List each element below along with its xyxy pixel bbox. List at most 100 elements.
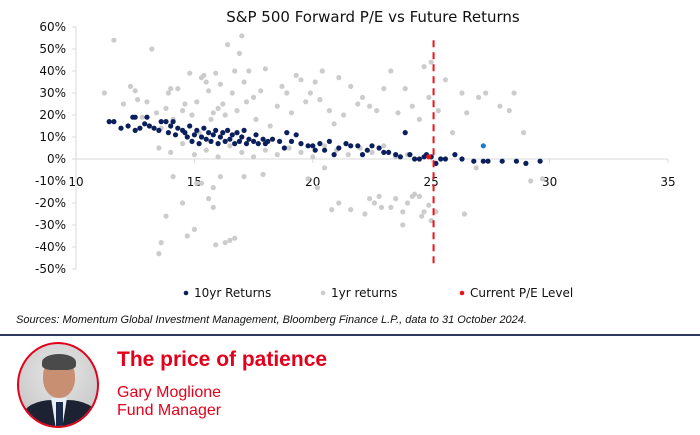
data-point-1yr xyxy=(217,174,223,180)
y-tick-label: 30% xyxy=(39,86,66,100)
data-point-1yr xyxy=(388,68,394,74)
data-point-1yr xyxy=(511,90,517,96)
y-tick-label: 20% xyxy=(39,108,66,122)
article-headline: The price of patience xyxy=(117,348,328,371)
data-point-10yr xyxy=(438,156,444,162)
legend-item: Current P/E Level xyxy=(459,286,573,300)
data-point-1yr xyxy=(210,110,216,116)
y-tick-label: -50% xyxy=(35,262,66,276)
data-point-1yr xyxy=(461,211,467,217)
data-point-1yr xyxy=(288,110,295,116)
data-point-1yr xyxy=(433,209,439,215)
data-point-1yr xyxy=(336,200,342,206)
data-point-10yr xyxy=(170,119,176,125)
data-point-10yr xyxy=(386,149,392,155)
data-point-1yr xyxy=(369,149,375,155)
data-point-1yr xyxy=(135,97,141,103)
data-point-1yr xyxy=(132,88,138,94)
data-point-1yr xyxy=(421,64,427,70)
data-point-1yr xyxy=(400,209,406,215)
data-point-1yr xyxy=(241,174,247,180)
data-point-1yr xyxy=(253,116,259,122)
data-point-10yr xyxy=(229,132,235,138)
data-point-1yr xyxy=(101,90,107,96)
data-point-10yr xyxy=(175,125,181,131)
data-point-10yr xyxy=(222,138,228,144)
data-point-1yr xyxy=(158,240,164,246)
data-point-1yr xyxy=(393,196,399,202)
data-point-1yr xyxy=(127,83,134,89)
y-tick-label: 0% xyxy=(47,152,66,166)
data-point-1yr xyxy=(305,176,311,182)
data-point-10yr xyxy=(132,127,138,133)
data-point-1yr xyxy=(168,149,174,155)
data-point-10yr xyxy=(125,123,131,129)
data-point-10yr xyxy=(336,145,342,151)
data-point-1yr xyxy=(236,50,242,57)
data-point-current-pe xyxy=(426,154,432,160)
data-point-1yr xyxy=(336,75,342,81)
footer-divider xyxy=(0,334,700,336)
data-point-1yr xyxy=(416,193,422,199)
data-point-1yr xyxy=(307,90,313,96)
data-point-10yr xyxy=(416,156,422,162)
data-point-10yr xyxy=(251,138,257,144)
author-role: Fund Manager xyxy=(117,402,222,419)
data-point-10yr xyxy=(312,147,318,153)
data-point-10yr xyxy=(326,138,332,144)
data-point-1yr xyxy=(189,112,195,118)
data-point-10yr xyxy=(442,156,448,162)
data-point-10yr xyxy=(239,134,245,140)
data-point-1yr xyxy=(348,83,354,89)
data-point-1yr xyxy=(227,143,233,149)
data-point-1yr xyxy=(381,143,387,149)
data-point-1yr xyxy=(175,86,181,92)
author-footer xyxy=(0,336,700,435)
author-name: Gary Moglione xyxy=(117,384,222,401)
data-point-1yr xyxy=(428,59,434,65)
data-point-10yr xyxy=(412,156,418,162)
data-point-1yr xyxy=(258,88,264,94)
data-point-1yr xyxy=(191,152,197,158)
data-point-1yr xyxy=(220,101,226,107)
data-point-1yr xyxy=(367,196,373,202)
data-point-1yr xyxy=(210,204,216,210)
data-point-10yr xyxy=(225,127,231,133)
data-point-1yr xyxy=(539,176,546,182)
data-point-10yr xyxy=(288,138,295,144)
data-point-10yr xyxy=(210,132,216,138)
data-point-1yr xyxy=(194,99,200,105)
data-point-1yr xyxy=(345,152,351,158)
data-point-1yr xyxy=(416,116,422,122)
y-tick-label: 50% xyxy=(39,42,66,56)
data-point-10yr xyxy=(284,130,290,136)
series-1yr-returns xyxy=(101,33,546,257)
data-point-10yr xyxy=(227,136,233,142)
data-point-10yr xyxy=(281,145,287,151)
data-point-10yr xyxy=(397,154,403,160)
data-point-1yr xyxy=(206,196,212,202)
data-point-1yr xyxy=(293,72,299,78)
data-point-10yr xyxy=(393,152,399,158)
data-point-10yr xyxy=(331,152,337,158)
data-point-1yr xyxy=(435,108,441,114)
data-point-1yr xyxy=(239,33,245,39)
data-point-10yr xyxy=(369,143,375,149)
data-point-1yr xyxy=(156,251,162,257)
legend-label: Current P/E Level xyxy=(470,286,573,300)
data-point-1yr xyxy=(274,103,280,109)
data-point-1yr xyxy=(395,110,401,116)
data-point-1yr xyxy=(497,103,503,109)
data-point-10yr xyxy=(234,130,240,136)
data-point-1yr xyxy=(111,37,117,43)
data-point-10yr xyxy=(146,123,152,129)
data-point-1yr xyxy=(201,72,207,78)
data-point-10yr xyxy=(206,130,212,136)
data-point-1yr xyxy=(165,90,171,96)
data-point-10yr xyxy=(277,138,283,144)
data-point-1yr xyxy=(310,154,316,160)
series-10yr-returns xyxy=(106,114,543,166)
data-point-10yr xyxy=(459,156,465,162)
data-point-1yr xyxy=(483,90,489,96)
data-point-1yr xyxy=(217,81,223,87)
